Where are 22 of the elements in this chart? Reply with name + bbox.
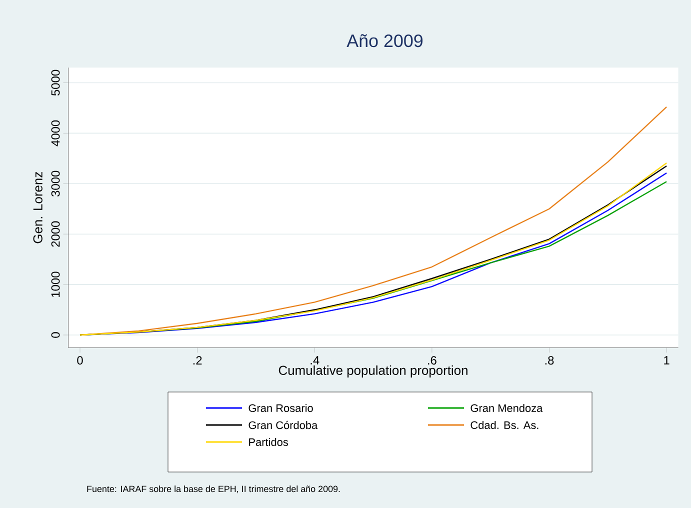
legend-label: Partidos bbox=[249, 438, 288, 446]
x-tick-label: .8 bbox=[545, 356, 554, 365]
y-tick-label: 5000 bbox=[51, 70, 60, 96]
legend-label: Gran Mendoza bbox=[470, 404, 543, 412]
x-tick-label: .4 bbox=[310, 356, 320, 364]
source-note: Fuente: IARAF sobre la base de EPH, II trimestre del año 2009. bbox=[87, 486, 340, 494]
chart-title: Año 2009 bbox=[346, 34, 423, 48]
y-axis-title: Gen. Lorenz bbox=[33, 172, 42, 244]
legend-label: Gran Rosario bbox=[248, 404, 313, 412]
x-tick-label: 1 bbox=[664, 356, 670, 364]
x-tick-label: .2 bbox=[193, 356, 202, 364]
y-tick-label: 1000 bbox=[51, 272, 60, 297]
line-series bbox=[79, 106, 668, 336]
legend-label: Cdad. Bs. As. bbox=[470, 420, 538, 430]
x-tick-label: 0 bbox=[77, 356, 83, 365]
x-tick-label: .6 bbox=[428, 356, 436, 365]
legend-label: Gran Córdoba bbox=[248, 420, 318, 430]
y-tick-label: 4000 bbox=[51, 120, 60, 146]
y-tick-label: 3000 bbox=[51, 170, 60, 196]
y-tick-label: 2000 bbox=[51, 221, 60, 247]
y-tick-label: 0 bbox=[51, 332, 60, 338]
x-axis-title: Cumulative population proportion bbox=[278, 365, 468, 378]
